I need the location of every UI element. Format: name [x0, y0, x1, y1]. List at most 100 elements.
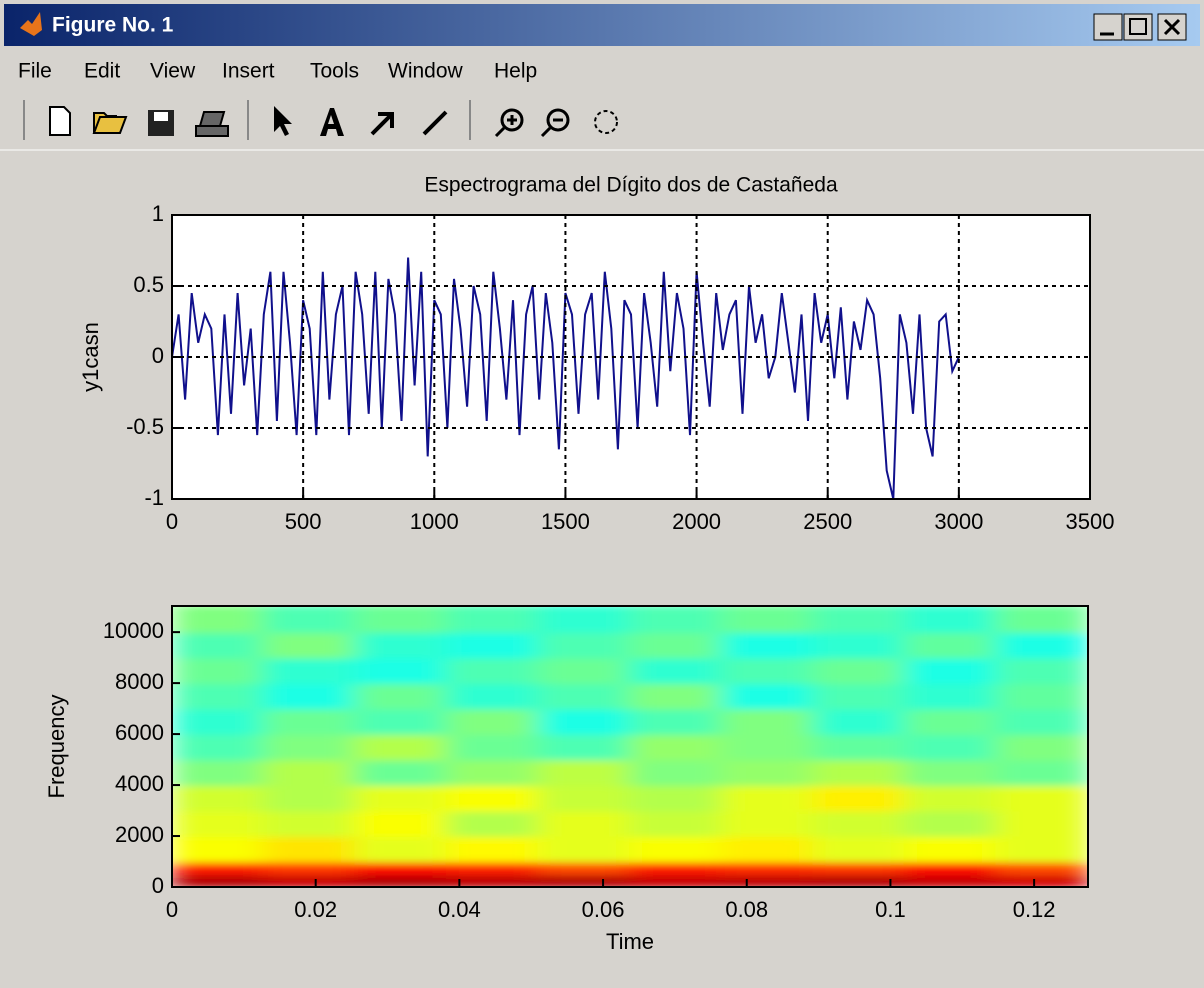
heatmap-cell [537, 606, 631, 634]
heatmap-cell [445, 656, 540, 685]
x-tick-label: 0.08 [725, 897, 768, 922]
heatmap-cell [995, 656, 1088, 685]
heatmap-cell [720, 758, 815, 787]
print-icon[interactable] [195, 111, 229, 137]
heatmap-cell [172, 809, 265, 838]
x-tick-label: 2500 [803, 509, 852, 534]
y-axis-label: Frequency [44, 695, 69, 799]
maximize-button[interactable] [1123, 13, 1153, 41]
heatmap-cell [903, 707, 998, 736]
y-tick-label: -0.5 [126, 414, 164, 439]
heatmap-cell [172, 835, 265, 863]
heatmap-cell [812, 682, 906, 710]
y-tick-label: 4000 [115, 771, 164, 796]
menu-item[interactable]: Help [494, 60, 537, 83]
window-buttons[interactable] [1093, 13, 1187, 41]
select-icon[interactable] [274, 106, 292, 136]
heatmap-cell [903, 758, 998, 787]
icon-part [154, 112, 168, 121]
plots: 0 500 1000 1500 2000 2500 3000 3500 -1 -0.5 0 0.5 1 E… [44, 174, 1115, 954]
icon-part [540, 118, 563, 138]
zoom-in-icon[interactable] [500, 108, 524, 132]
heatmap-cell [537, 682, 631, 710]
menu-item[interactable]: View [150, 60, 196, 83]
menu-bar: File Edit View Insert Tools Window Help [18, 60, 537, 83]
heatmap-cell [537, 733, 631, 761]
y-tick-label: 0 [152, 343, 164, 368]
x-tick-label: 0.04 [438, 897, 481, 922]
heatmap-cell [995, 631, 1088, 659]
heatmap-cell [354, 733, 448, 761]
heatmap-cell [537, 809, 631, 838]
menu-item[interactable]: Window [388, 60, 464, 83]
x-axis-label: Time [606, 929, 654, 954]
menu-item[interactable]: File [18, 60, 52, 83]
menu-item[interactable]: Tools [310, 60, 359, 83]
line-icon[interactable] [422, 110, 448, 136]
heatmap-cell [172, 656, 265, 685]
heatmap-cell [262, 631, 357, 659]
y-tick-label: 1 [152, 201, 164, 226]
heatmap-cell [537, 860, 631, 876]
heatmap-cell [537, 873, 631, 887]
x-tick-label: 0.1 [875, 897, 906, 922]
heatmap-cell [445, 835, 540, 863]
open-icon[interactable] [92, 112, 128, 134]
heatmap-cell [262, 809, 357, 838]
heatmap-cell [537, 631, 631, 659]
x-tick-label: 0 [166, 897, 178, 922]
heatmap-cell [629, 809, 723, 838]
heatmap-cell [262, 758, 357, 787]
heatmap-cell [354, 784, 448, 812]
toolbar [23, 100, 618, 140]
heatmap-cell [903, 606, 998, 634]
rotate-icon[interactable] [594, 110, 618, 134]
x-tick-label: 3000 [934, 509, 983, 534]
heatmap-cell [262, 656, 357, 685]
heatmap-cell [354, 656, 448, 685]
heatmap-cell [995, 860, 1088, 876]
y-tick-label: 6000 [115, 720, 164, 745]
new-icon[interactable] [49, 106, 71, 136]
heatmap-cell [445, 860, 540, 876]
heatmap-cell [812, 606, 906, 634]
app-icon [20, 12, 42, 36]
zoom-out-icon[interactable] [546, 108, 570, 132]
heatmap-cell [720, 860, 815, 876]
heatmap-cell [262, 606, 357, 634]
heatmap-cell [720, 707, 815, 736]
minimize-button[interactable] [1093, 13, 1123, 41]
heatmap-cell [354, 682, 448, 710]
menu-item[interactable]: Insert [222, 60, 275, 83]
heatmap-cell [537, 656, 631, 685]
axes: 0 0.02 0.04 0.06 0.08 0.1 0.12 0 2000 4000 6000 800… [44, 605, 1089, 954]
heatmap-cell [262, 873, 357, 887]
heatmap-cell [629, 860, 723, 876]
heatmap-cell [995, 707, 1088, 736]
heatmap-cell [354, 707, 448, 736]
heatmap-cell [720, 835, 815, 863]
text-icon[interactable] [320, 108, 344, 136]
heatmap-cell [537, 758, 631, 787]
menu-item[interactable]: Edit [84, 60, 120, 83]
heatmap-cell [445, 758, 540, 787]
heatmap-cell [720, 873, 815, 887]
y-tick-label: 10000 [103, 618, 164, 643]
heatmap-cell [445, 682, 540, 710]
heatmap-cell [354, 835, 448, 863]
heatmap-cell [537, 707, 631, 736]
heatmap-cell [903, 873, 998, 887]
heatmap-cell [995, 606, 1088, 634]
y-tick-label: 0.5 [133, 272, 164, 297]
heatmap-cell [172, 873, 265, 887]
heatmap-cell [629, 707, 723, 736]
y-axis-label: y1casn [78, 322, 103, 392]
heatmap-cell [720, 656, 815, 685]
heatmap-cell [629, 733, 723, 761]
arrow-icon[interactable] [370, 112, 394, 136]
heatmap-cell [812, 758, 906, 787]
heatmap-cell [354, 631, 448, 659]
heatmap-cell [995, 809, 1088, 838]
heatmap-cell [812, 835, 906, 863]
